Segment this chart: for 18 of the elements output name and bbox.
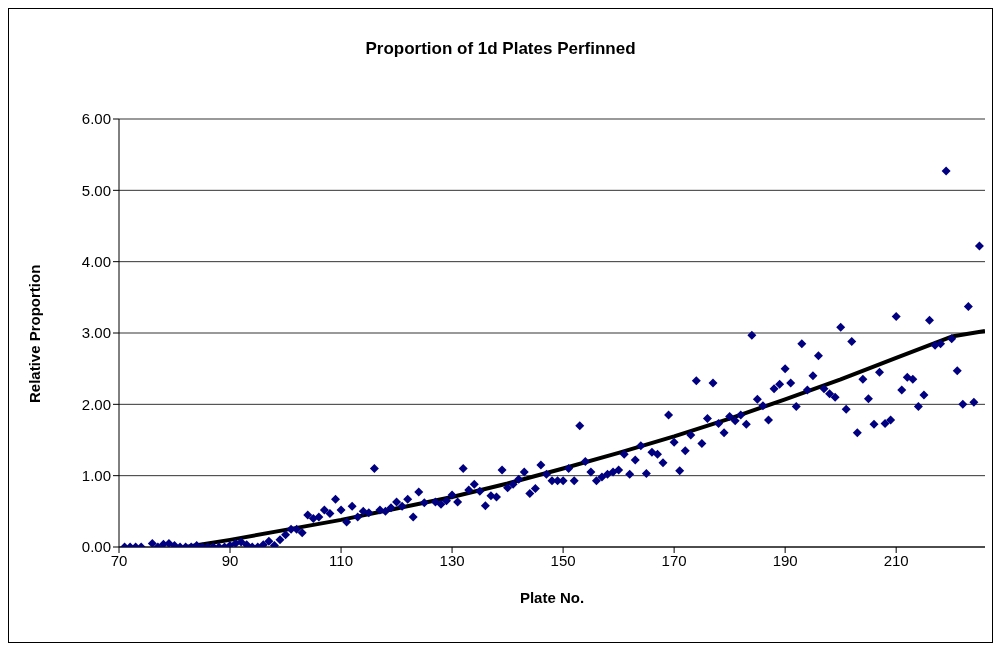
y-axis-title: Relative Proportion <box>26 264 44 403</box>
x-tick-label: 130 <box>439 551 465 569</box>
x-tick-label: 110 <box>329 551 354 569</box>
x-tick-label: 150 <box>550 551 576 569</box>
x-tick-label: 70 <box>110 551 128 569</box>
y-tick-label: 6.00 <box>81 110 111 128</box>
y-tick-label: 0.00 <box>81 538 111 556</box>
x-axis-title: Plate No. <box>519 589 585 606</box>
y-tick-label: 1.00 <box>81 466 111 484</box>
y-tick-label: 2.00 <box>81 395 111 413</box>
y-tick-label: 4.00 <box>81 252 111 270</box>
chart-title: Proportion of 1d Plates Perfinned <box>364 39 637 59</box>
x-tick-label: 190 <box>772 551 798 569</box>
y-tick-label: 5.00 <box>81 181 111 199</box>
x-tick-label: 210 <box>883 551 909 569</box>
y-tick-label: 3.00 <box>81 324 111 342</box>
x-tick-label: 90 <box>221 551 239 569</box>
x-tick-label: 170 <box>661 551 687 569</box>
